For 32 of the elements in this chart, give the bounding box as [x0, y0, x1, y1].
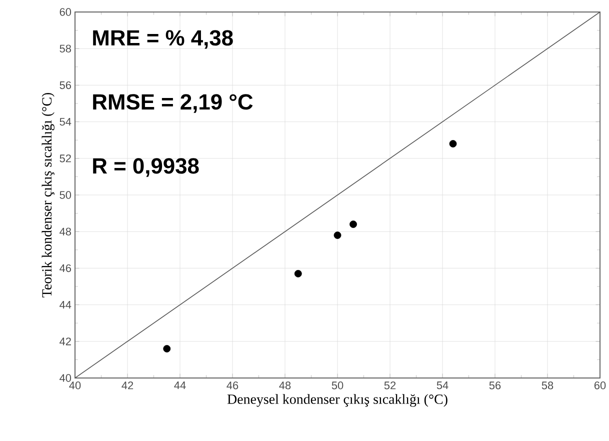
y-tick-label: 58 — [60, 44, 71, 52]
x-tick-label: 44 — [174, 382, 186, 390]
y-tick-label: 50 — [60, 191, 72, 199]
x-tick-label: 54 — [436, 382, 448, 390]
point — [350, 220, 357, 228]
y-tick-label: 42 — [60, 338, 71, 346]
annotation: RMSE = 2,19 °C — [93, 94, 253, 113]
y-tick-label: 54 — [60, 118, 72, 126]
x-tick-label: 42 — [122, 382, 134, 390]
y-tick-label: 46 — [60, 264, 71, 272]
point — [163, 345, 171, 352]
point — [449, 140, 457, 148]
point — [294, 270, 302, 278]
x-tick-label: 60 — [594, 382, 606, 390]
x-tick-label: 48 — [279, 382, 291, 390]
x-tick-label: 46 — [226, 382, 238, 390]
x-tick-label: 56 — [489, 382, 501, 390]
x-axis-title: Deneysel kondenser çıkış sıcaklığı (°C) — [227, 394, 448, 407]
x-tick-label: 40 — [69, 382, 81, 390]
y-tick-label: 48 — [60, 228, 71, 236]
annotation: R = 0,9938 — [93, 158, 199, 177]
x-tick-label: 50 — [332, 382, 344, 390]
annotation: MRE = % 4,38 — [93, 30, 233, 49]
y-tick-label: 44 — [60, 301, 72, 309]
x-tick-label: 52 — [384, 382, 396, 390]
y-tick-label: 56 — [60, 81, 71, 90]
y-tick-label: 40 — [60, 374, 72, 382]
y-axis-title: Teorik kondenser çıkış sıcaklığı (°C) — [42, 92, 54, 298]
x-tick-label: 58 — [542, 382, 554, 390]
y-tick-label: 60 — [60, 8, 72, 16]
point — [334, 232, 342, 239]
y-tick-label: 52 — [60, 154, 71, 162]
